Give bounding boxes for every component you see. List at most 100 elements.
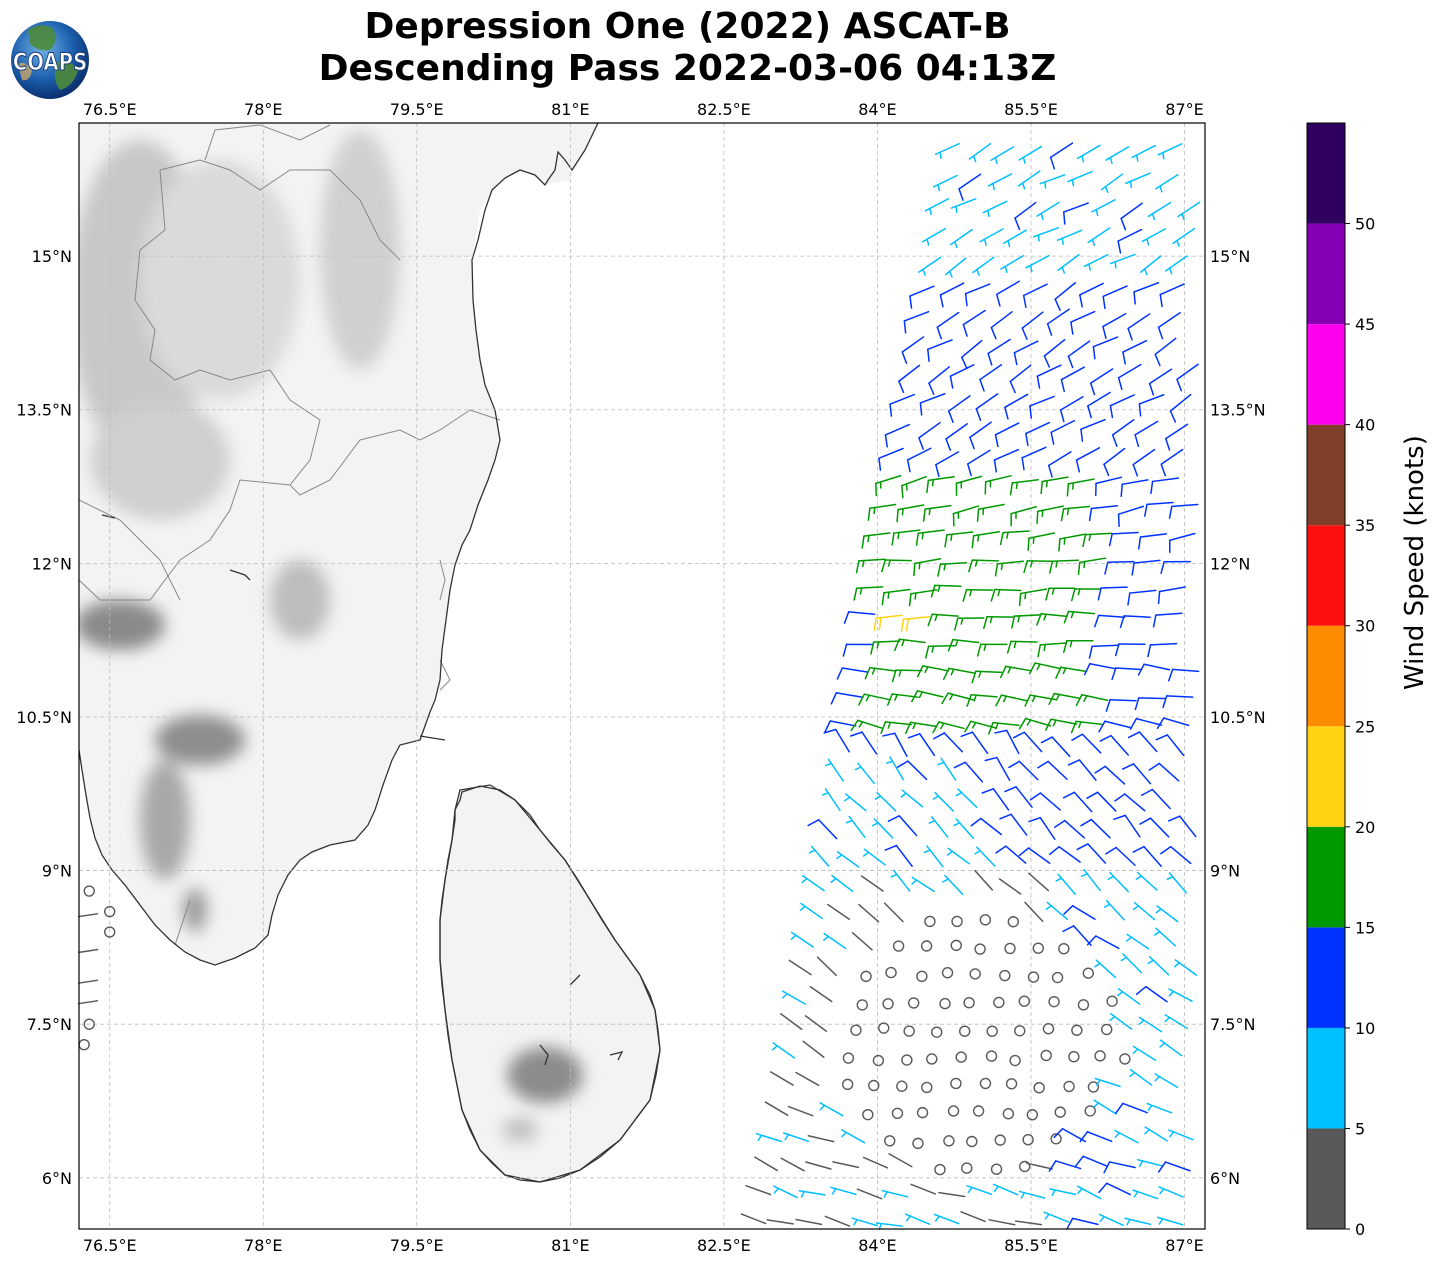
barb-shaft [780,1157,805,1172]
calm-circle [1068,1050,1080,1063]
calm-circle [885,966,897,979]
calm-circle [1018,1160,1031,1173]
barb-flag-half [865,694,870,702]
barb-shaft [816,956,837,977]
barb-flag-half [976,268,980,276]
calm-circle [963,996,975,1009]
barb-flag-full [1147,644,1152,658]
barb-flag-full [990,326,997,340]
barb-flag-half [921,531,924,540]
barb-flag-half [1070,611,1075,619]
barb-flag-full [1029,405,1033,419]
barb-flag-full [995,845,1007,854]
lat-tick-label-right: 12°N [1210,554,1250,573]
calm-circle [1022,1134,1034,1146]
barb-shaft [809,985,833,1003]
barb-shaft [1122,1102,1148,1114]
calm-circle [901,1054,913,1066]
barb-shaft [764,1101,789,1117]
barb-shaft [1158,586,1186,593]
barb-flag-half [1040,212,1044,220]
barb-flag-half [918,691,924,699]
calm-circle [860,970,872,983]
barb-flag-full [1049,156,1056,170]
barb-flag-full [1117,513,1120,527]
barb-flag-half [1109,1015,1116,1022]
barb-flag-full [1077,561,1081,576]
barb-flag-full [1127,327,1133,341]
colorbar-bin [1307,123,1345,224]
barb-shaft [969,421,992,439]
calm-circle [1094,1050,1106,1062]
wind-speed-colorbar: 0 5 10 15 20 25 30 35 40 45 50 [1306,122,1375,1239]
barb-shaft [960,1211,986,1223]
calm-circle [884,1135,896,1147]
barb-flag-half [974,559,979,567]
barb-flag-half [1135,154,1139,162]
barb-flag-half [831,1187,837,1195]
barb-flag-half [928,819,936,824]
barb-flag-half [1125,936,1132,942]
barb-flag-half [973,694,977,702]
barb-shaft [971,559,1000,562]
barb-flag-half [950,533,953,541]
barb-shaft [990,311,1013,329]
barb-flag-full [987,352,993,366]
barb-flag-full [884,844,898,851]
barb-shaft [996,756,1011,781]
graticule [79,123,1205,1229]
barb-flag-half [948,270,953,278]
barb-flag-full [930,584,936,598]
barb-flag-half [939,151,942,159]
barb-shaft [827,903,850,920]
calm-circle [966,1135,978,1148]
barb-flag-full [999,813,1012,820]
barb-flag-half [900,792,907,798]
barb-flag-half [1026,719,1032,726]
calm-circle [1077,999,1090,1011]
colorbar-tick-label: 15 [1355,918,1375,937]
barb-shaft [872,640,901,643]
colorbar-tick-label: 30 [1355,617,1375,636]
calm-circle [891,1107,904,1120]
barb-flag-full [1018,592,1022,607]
barb-flag-full [1059,409,1065,423]
barb-flag-full [1079,1131,1089,1143]
barb-shaft [78,1000,99,1005]
calm-circle [1009,1054,1021,1067]
barb-flag-half [1044,1213,1050,1220]
lon-tick-label-top: 78°E [244,100,282,119]
barb-flag-full [999,665,1007,679]
barb-flag-full [1156,717,1165,730]
barb-flag-full [1102,325,1107,339]
barb-flag-half [1051,1189,1056,1197]
barb-flag-half [1144,1128,1151,1135]
barb-flag-half [801,877,808,884]
barb-flag-full [1111,434,1118,447]
barb-flag-full [1060,508,1065,522]
barb-shaft [1029,395,1055,407]
barb-shaft [1021,446,1047,459]
calm-circle [959,1025,971,1037]
calm-circle [955,1051,967,1063]
barb-flag-full [983,615,988,629]
barb-flag-half [946,850,954,856]
barb-flag-half [972,155,977,163]
barb-flag-full [1011,615,1016,629]
barb-shaft [1082,1155,1108,1167]
calm-circle [920,940,933,952]
barb-flag-full [1094,765,1107,774]
lon-tick-label-bottom: 78°E [244,1236,282,1255]
barb-flag-full [1045,587,1050,601]
barb-flag-full [1040,480,1044,495]
barb-flag-half [1151,213,1156,221]
barb-flag-full [909,295,913,309]
barb-flag-full [993,459,997,473]
barb-flag-full [979,378,985,392]
barb-flag-full [1086,791,1099,799]
barb-flag-full [1018,717,1027,730]
barb-flag-half [978,670,982,678]
barb-flag-half [1173,962,1181,968]
calm-circle [931,1026,943,1038]
barb-flag-full [1122,351,1126,365]
